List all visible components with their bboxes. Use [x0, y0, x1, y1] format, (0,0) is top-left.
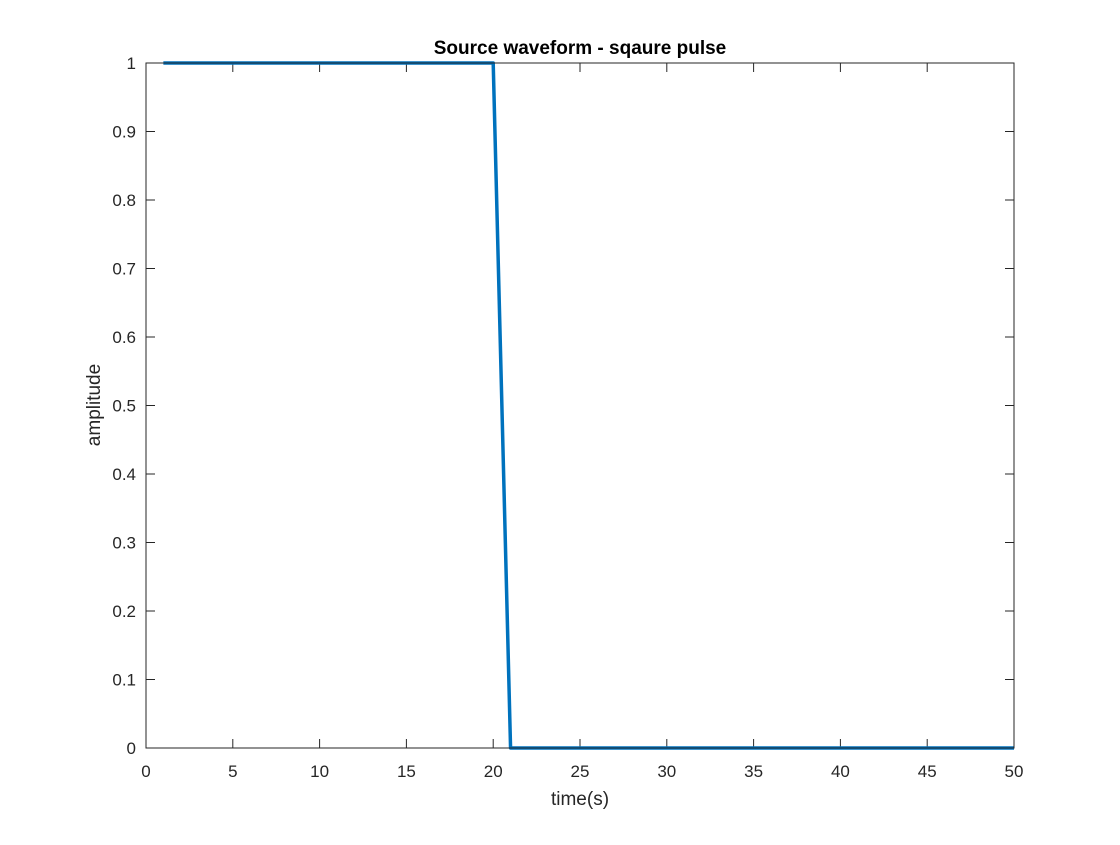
y-axis-label: amplitude: [84, 364, 105, 446]
ticks-layer: 0 5 10 15 20 25 30 35 40 45 50 0 0.1 0.2 0.3 0.4 0.5 0.6 0…: [112, 54, 1023, 781]
y-tick-label: 0.8: [112, 191, 136, 210]
y-tick-label: 0.6: [112, 328, 136, 347]
y-tick-label: 0.1: [112, 671, 136, 690]
x-tick-label: 20: [484, 762, 503, 781]
x-axis-label: time(s): [551, 789, 609, 810]
y-tick-label: 0.2: [112, 602, 136, 621]
y-tick-label: 0.4: [112, 465, 136, 484]
y-tick-label: 0.5: [112, 397, 136, 416]
x-tick-label: 50: [1005, 762, 1024, 781]
x-tick-label: 35: [744, 762, 763, 781]
chart-title: Source waveform - sqaure pulse: [434, 38, 727, 59]
x-tick-label: 0: [141, 762, 150, 781]
plot-area-border: [145, 62, 1015, 749]
series-layer: [163, 61, 1014, 750]
x-tick-label: 10: [310, 762, 329, 781]
x-tick-label: 30: [657, 762, 676, 781]
x-tick-label: 25: [571, 762, 590, 781]
x-tick-label: 45: [918, 762, 937, 781]
y-tick-label: 0: [127, 739, 136, 758]
y-tick-label: 0.3: [112, 534, 136, 553]
x-tick-label: 40: [831, 762, 850, 781]
x-tick-label: 5: [228, 762, 237, 781]
axes-frame: [145, 62, 1015, 749]
x-tick-label: 15: [397, 762, 416, 781]
y-tick-label: 0.9: [112, 123, 136, 142]
y-tick-label: 1: [127, 54, 136, 73]
series-line-0: [163, 61, 1014, 750]
y-tick-label: 0.7: [112, 260, 136, 279]
